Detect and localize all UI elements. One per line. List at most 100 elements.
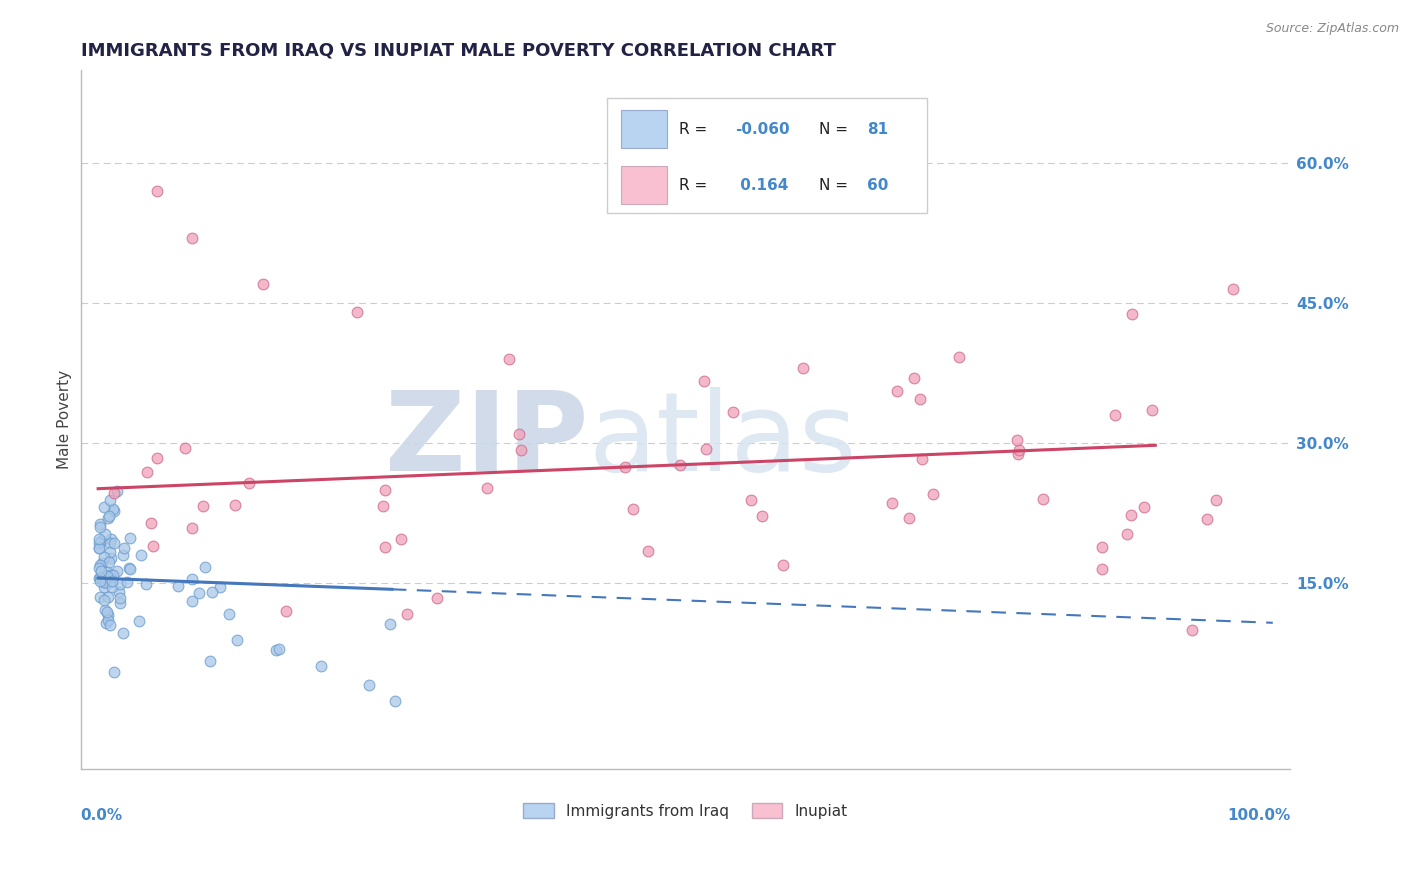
Point (225, 632, 247, 647)
Point (93, 603, 115, 617)
Point (100, 532, 122, 546)
Point (96, 605, 118, 619)
Point (111, 549, 134, 563)
Point (276, 604, 298, 618)
Point (510, 443, 533, 458)
Point (100, 574, 122, 588)
Point (181, 230, 204, 244)
FancyBboxPatch shape (621, 110, 668, 148)
Point (198, 654, 221, 668)
Point (193, 500, 215, 514)
Text: Source: ZipAtlas.com: Source: ZipAtlas.com (1265, 22, 1399, 36)
Point (886, 384, 908, 398)
Point (1091, 540, 1114, 554)
Point (508, 427, 530, 442)
Point (89, 532, 111, 546)
Point (98, 492, 121, 507)
Point (118, 531, 141, 545)
Point (107, 564, 129, 578)
Point (89, 516, 111, 531)
Point (89, 571, 111, 585)
Point (97, 613, 120, 627)
Point (89, 558, 111, 572)
Point (1007, 443, 1029, 458)
Point (201, 584, 224, 599)
Point (359, 678, 381, 692)
Point (93, 593, 115, 607)
Point (477, 482, 499, 496)
Point (90, 533, 112, 548)
Point (621, 501, 644, 516)
Text: 60: 60 (868, 178, 889, 193)
Point (90, 572, 112, 586)
Point (880, 495, 903, 509)
Point (395, 607, 418, 621)
Text: 0.0%: 0.0% (80, 808, 122, 822)
Point (194, 559, 217, 574)
Point (118, 561, 141, 575)
Point (97, 511, 120, 525)
Point (1032, 491, 1054, 506)
Point (90, 564, 112, 578)
Point (98, 545, 121, 559)
Point (903, 371, 925, 385)
Point (118, 561, 141, 575)
Point (89, 590, 111, 604)
Point (1121, 307, 1143, 321)
Point (1007, 447, 1029, 461)
Point (101, 502, 124, 516)
Point (389, 532, 412, 546)
Point (96, 566, 118, 580)
Point (89, 561, 111, 575)
Point (93, 576, 115, 591)
Point (1181, 623, 1204, 637)
Point (269, 641, 291, 656)
Point (1195, 512, 1218, 526)
Text: IMMIGRANTS FROM IRAQ VS INUPIAT MALE POVERTY CORRELATION CHART: IMMIGRANTS FROM IRAQ VS INUPIAT MALE POV… (80, 42, 835, 60)
Point (101, 581, 124, 595)
Point (108, 577, 131, 591)
Point (131, 548, 153, 562)
Text: ZIP: ZIP (385, 387, 589, 494)
Text: N =: N = (818, 121, 852, 136)
Point (238, 475, 260, 490)
FancyBboxPatch shape (621, 166, 668, 204)
Point (498, 351, 520, 366)
Point (614, 460, 637, 475)
Point (128, 614, 150, 628)
Point (792, 361, 814, 376)
Text: R =: R = (679, 178, 713, 193)
Point (309, 659, 332, 673)
Point (740, 493, 762, 508)
Point (922, 487, 945, 501)
Point (112, 625, 135, 640)
Point (117, 575, 139, 590)
Point (90, 556, 112, 570)
Point (218, 607, 240, 621)
Point (751, 508, 773, 523)
Point (1205, 492, 1227, 507)
Point (94, 575, 117, 590)
Point (89, 571, 111, 585)
Point (112, 541, 135, 555)
Text: -0.060: -0.060 (735, 121, 790, 136)
Point (94, 526, 117, 541)
Point (100, 575, 122, 590)
Point (103, 535, 125, 549)
Point (426, 591, 449, 605)
Point (1005, 433, 1028, 447)
Point (97, 590, 120, 604)
Point (89, 574, 111, 588)
Point (135, 465, 157, 479)
Point (96, 569, 118, 583)
Point (167, 579, 190, 593)
Point (948, 350, 970, 364)
Point (146, 184, 169, 198)
Point (103, 665, 125, 680)
Text: 0.164: 0.164 (735, 178, 789, 193)
Point (911, 452, 934, 467)
Point (98, 618, 121, 632)
Point (1121, 508, 1143, 523)
Point (1104, 409, 1126, 423)
Point (100, 550, 122, 565)
